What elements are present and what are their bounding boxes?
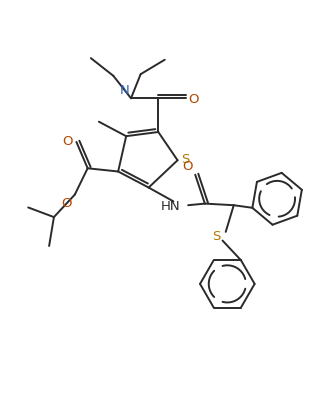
Text: N: N <box>120 83 130 96</box>
Text: O: O <box>62 134 73 147</box>
Text: O: O <box>62 197 72 210</box>
Text: HN: HN <box>161 199 181 212</box>
Text: O: O <box>182 160 193 173</box>
Text: S: S <box>182 153 190 166</box>
Text: O: O <box>188 93 199 106</box>
Text: S: S <box>213 230 221 243</box>
